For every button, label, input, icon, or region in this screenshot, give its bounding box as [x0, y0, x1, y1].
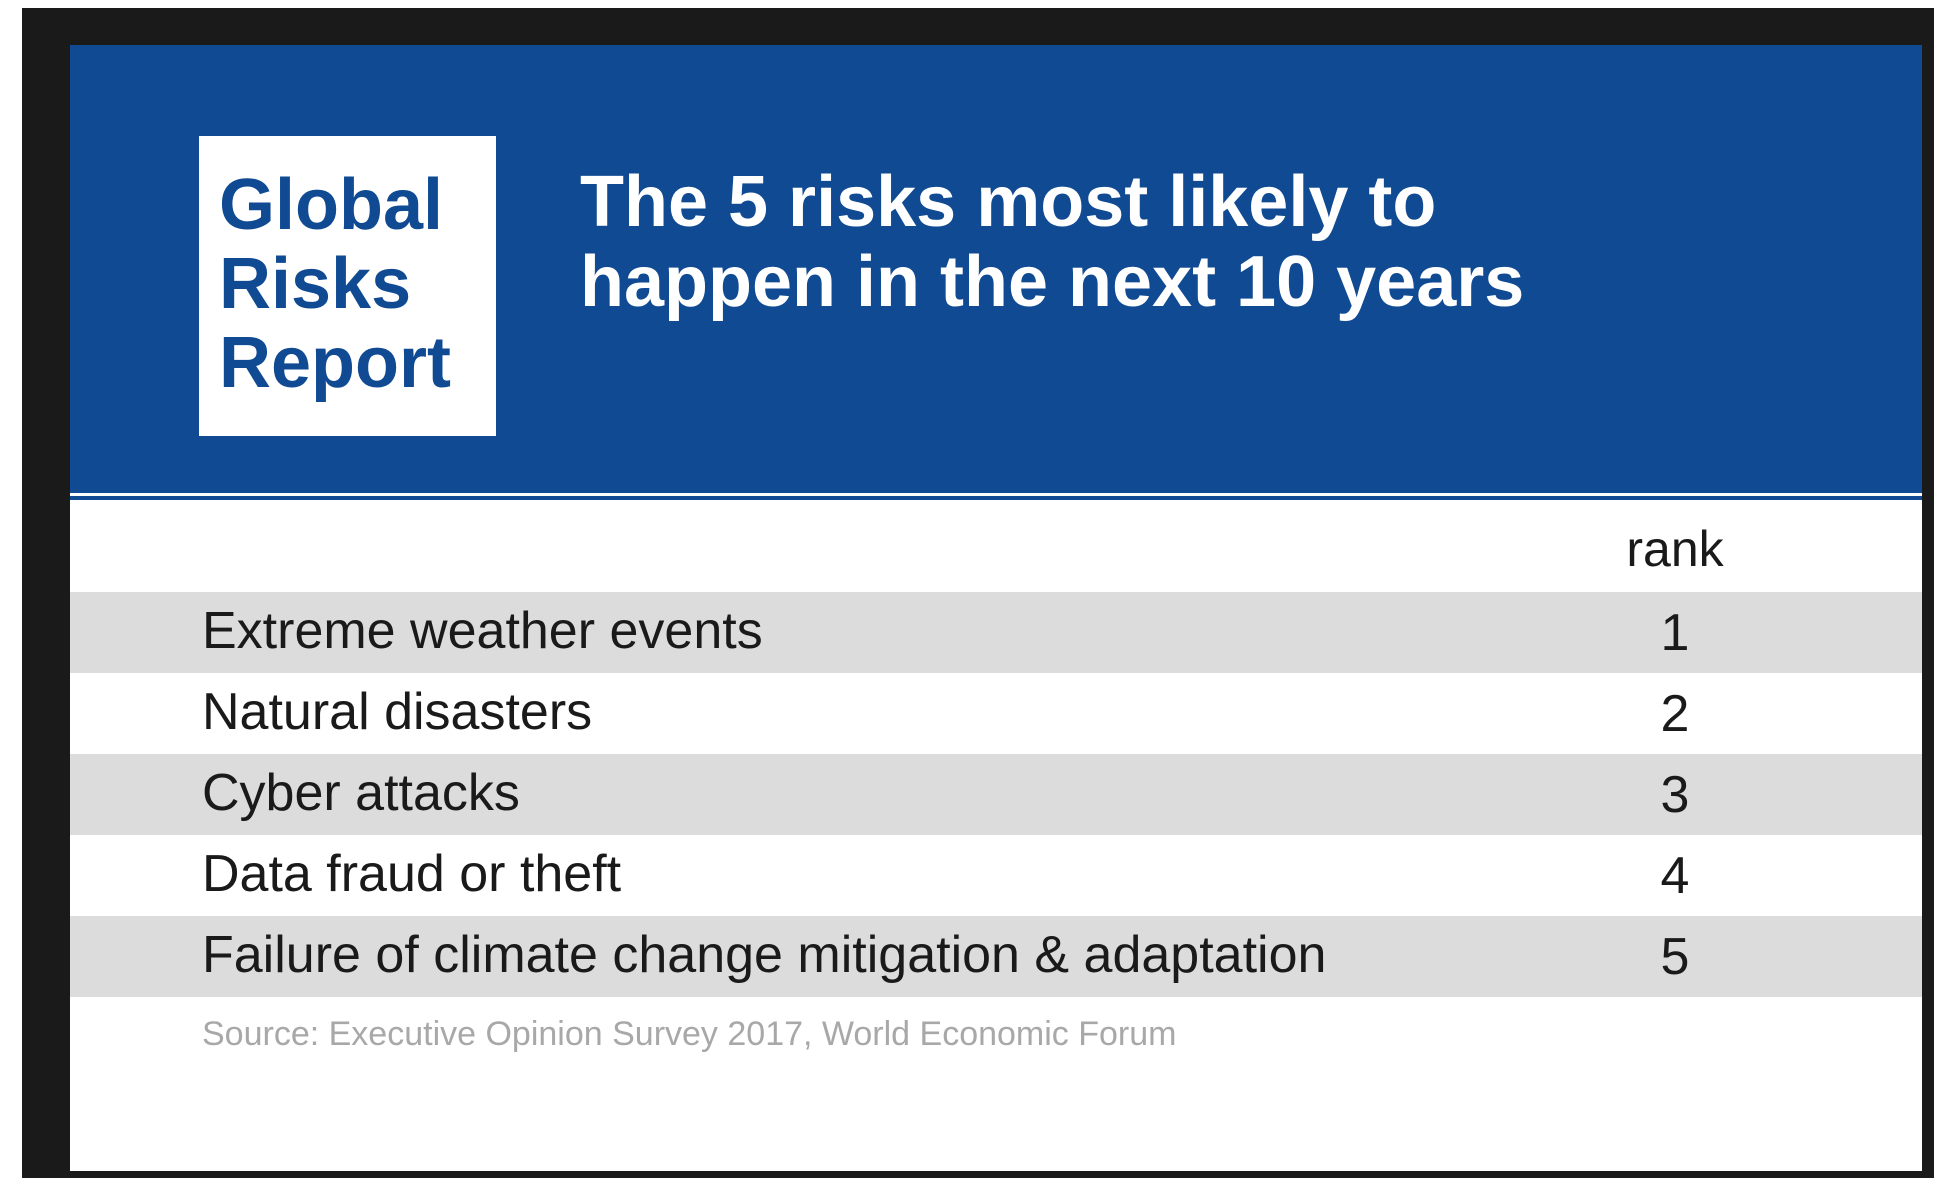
table-row: Extreme weather events 1 — [70, 592, 1922, 673]
risk-label: Failure of climate change mitigation & a… — [202, 926, 1327, 984]
logo-text: Global Risks Report — [219, 166, 499, 403]
risk-rank: 5 — [1660, 928, 1690, 986]
report-logo: Global Risks Report — [199, 136, 496, 436]
source-note: Source: Executive Opinion Survey 2017, W… — [202, 1015, 1177, 1053]
rank-column-header: rank — [1626, 521, 1724, 577]
logo-line-2: Risks — [219, 244, 412, 324]
image-frame: Global Risks Report The 5 risks most lik… — [22, 8, 1934, 1178]
risk-label: Cyber attacks — [202, 764, 520, 822]
risk-label: Extreme weather events — [202, 602, 763, 660]
risk-rank: 1 — [1660, 604, 1690, 662]
risk-table: Extreme weather events 1 Natural disaste… — [70, 592, 1922, 997]
infographic-card: Global Risks Report The 5 risks most lik… — [70, 45, 1922, 1171]
risk-rank: 3 — [1660, 766, 1690, 824]
risk-label: Data fraud or theft — [202, 845, 622, 903]
table-row: Data fraud or theft 4 — [70, 835, 1922, 916]
risk-rank: 4 — [1660, 847, 1690, 905]
header-banner: Global Risks Report The 5 risks most lik… — [70, 45, 1922, 493]
risk-label: Natural disasters — [202, 683, 593, 741]
logo-line-3: Report — [219, 323, 451, 403]
logo-line-1: Global — [219, 165, 444, 245]
table-row: Failure of climate change mitigation & a… — [70, 916, 1922, 997]
header-divider — [70, 496, 1922, 500]
table-row: Cyber attacks 3 — [70, 754, 1922, 835]
risk-rank: 2 — [1660, 685, 1690, 743]
page-title: The 5 risks most likely to happen in the… — [580, 162, 1525, 322]
table-row: Natural disasters 2 — [70, 673, 1922, 754]
